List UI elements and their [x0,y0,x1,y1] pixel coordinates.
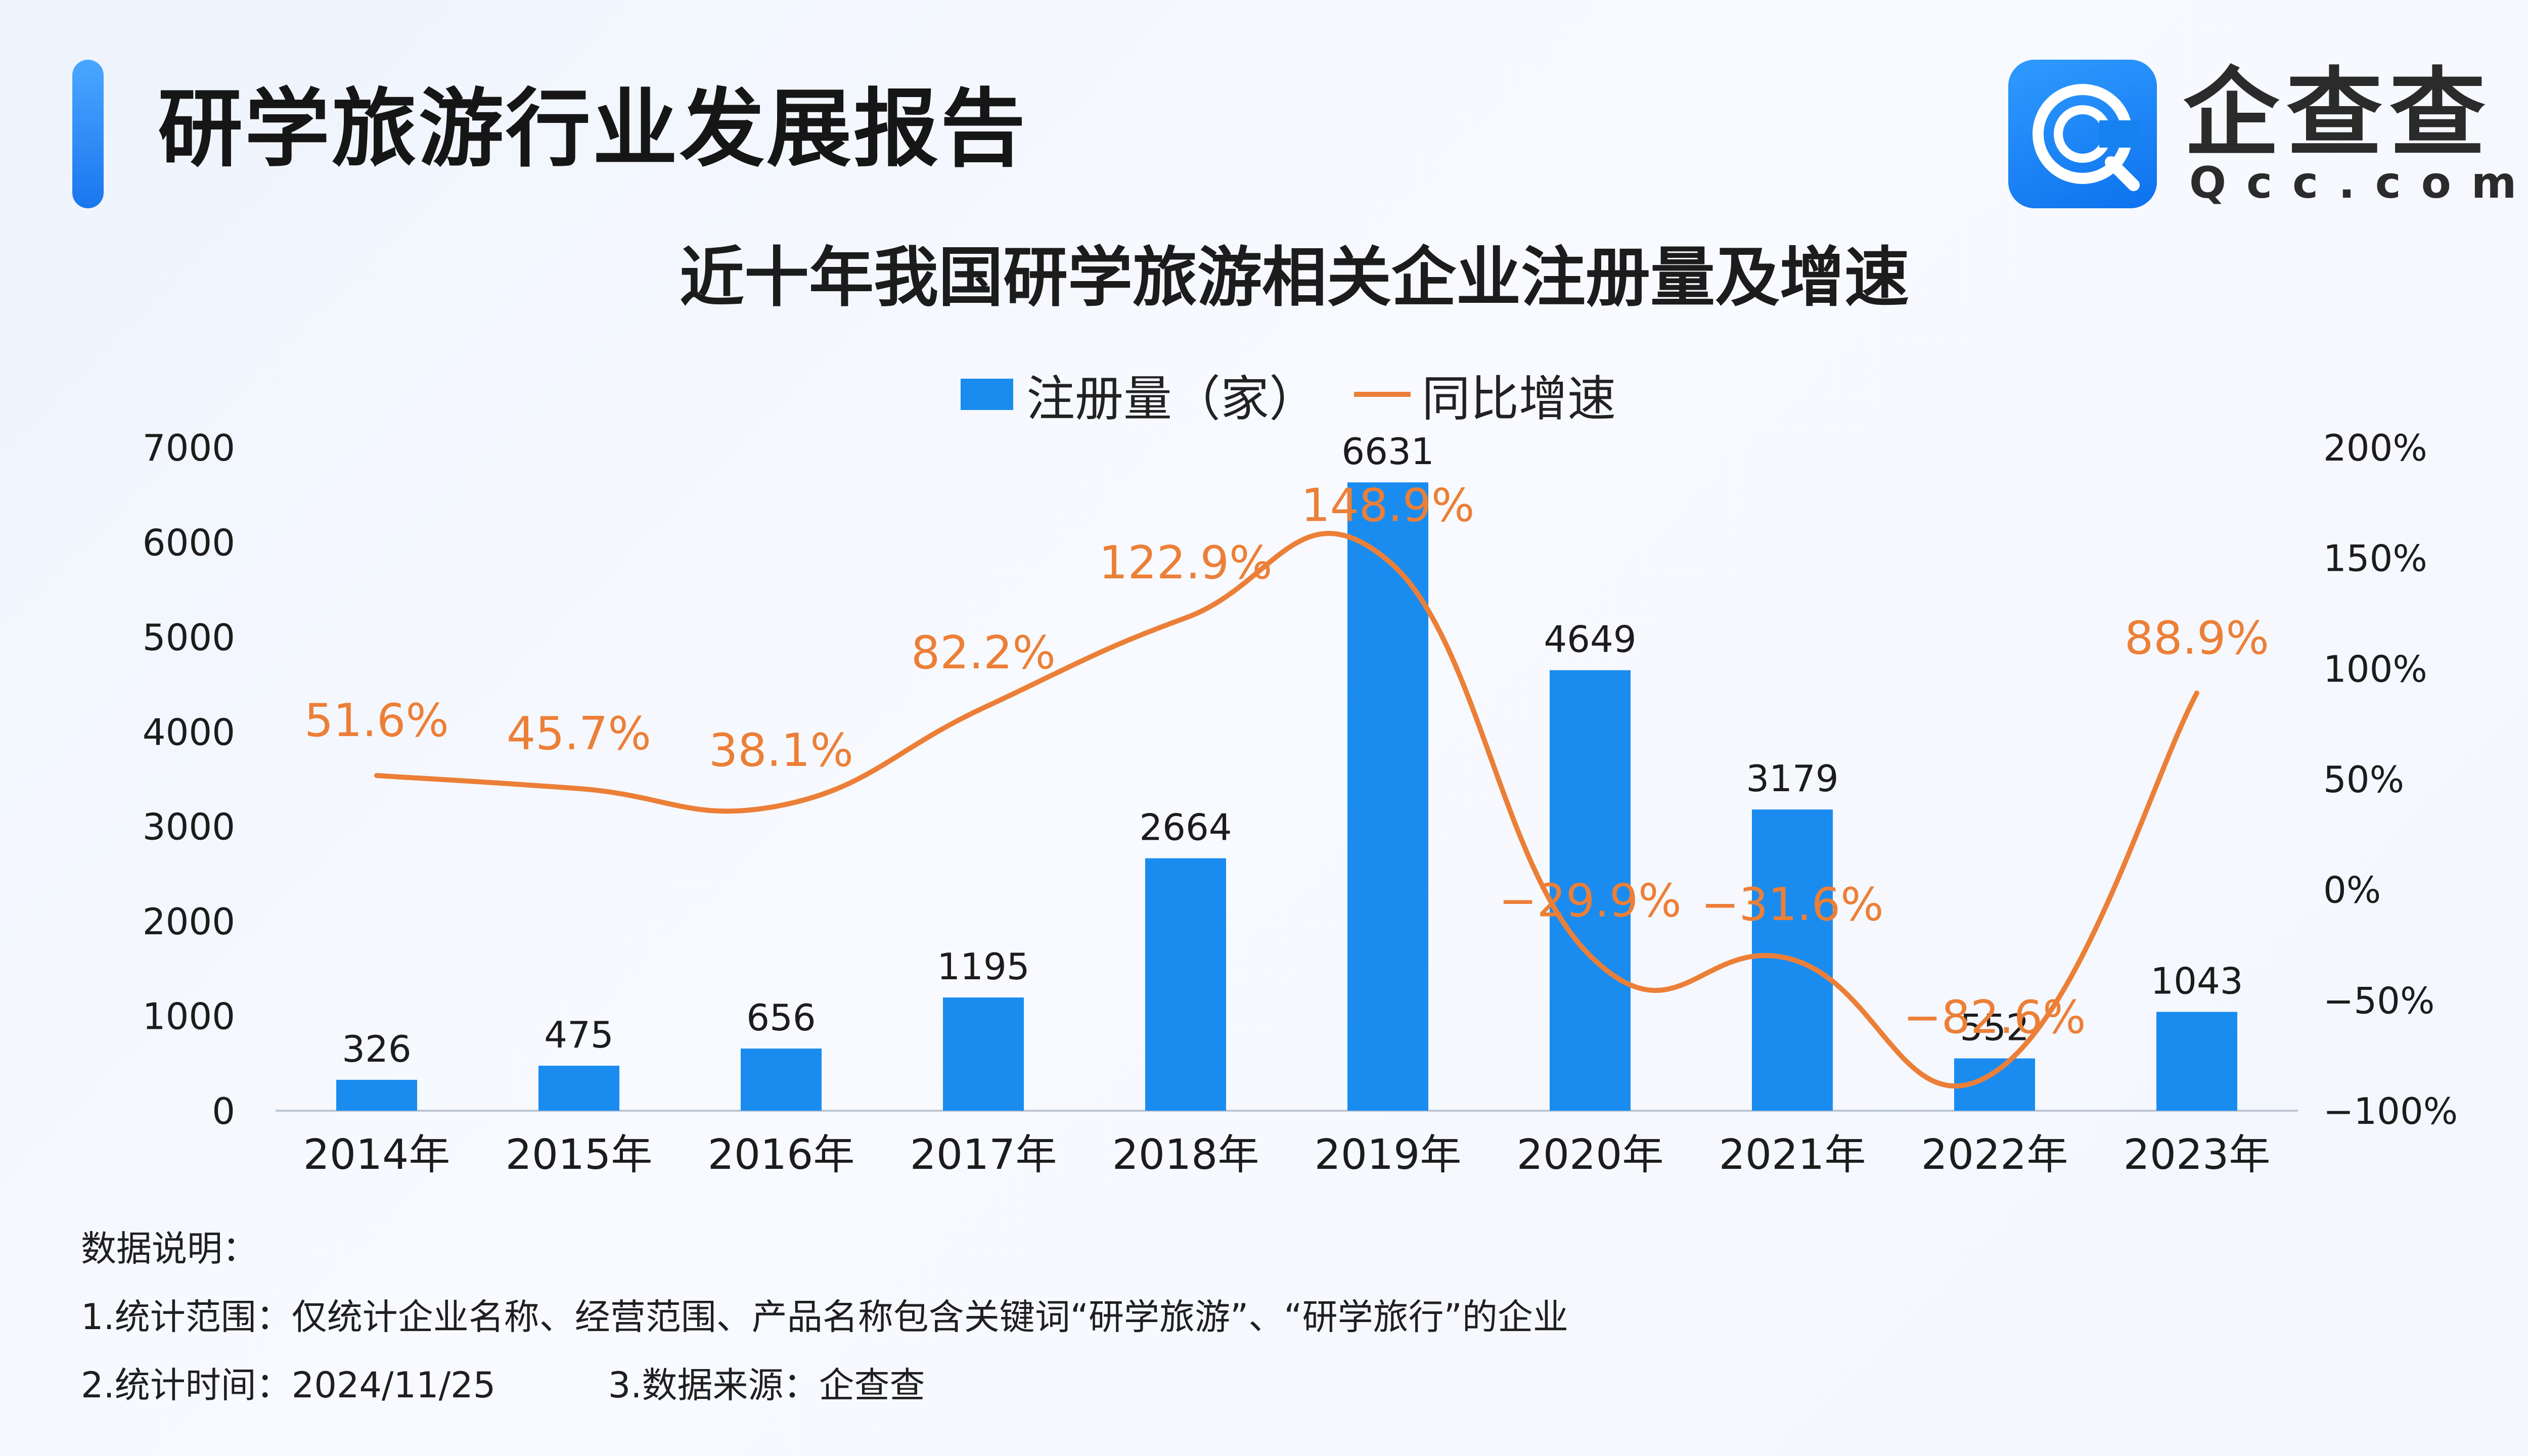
legend-bar-label: 注册量（家） [1026,370,1318,427]
qcc-logo-mark [2033,84,2140,191]
bar [2156,1012,2237,1111]
x-tick-label: 2018年 [1112,1131,1259,1179]
bar-value-label: 6631 [1341,430,1434,473]
bar-value-label: 1195 [937,945,1029,988]
bar [538,1065,619,1111]
y-left-tick-label: 3000 [143,806,235,848]
bar-value-label: 552 [1960,1007,2029,1049]
logo-name-en: Qcc.com [2189,158,2528,208]
notes-time: 2.统计时间：2024/11/25 [81,1364,496,1406]
growth-rate-label: 88.9% [2125,612,2269,665]
y-right-tick-label: 150% [2323,537,2427,580]
legend-line-swatch [1354,392,1411,397]
growth-rate-label: 82.2% [911,626,1056,679]
bar-value-label: 475 [544,1014,613,1056]
bar [741,1049,822,1111]
x-tick-label: 2020年 [1517,1131,1664,1179]
y-left-tick-label: 1000 [143,995,235,1038]
x-tick-label: 2022年 [1921,1131,2068,1179]
bar-value-label: 656 [746,996,816,1039]
y-right-tick-label: −50% [2323,979,2434,1022]
growth-rate-label: 122.9% [1099,536,1272,589]
y-left-tick-label: 2000 [143,900,235,943]
y-right-tick-label: 200% [2323,427,2427,469]
growth-rate-label: 38.1% [709,724,853,777]
report-title: 研学旅游行业发展报告 [158,79,1027,178]
growth-rate-label: 45.7% [507,707,651,760]
legend-bar-swatch [961,379,1013,410]
y-right-tick-label: 0% [2323,869,2381,912]
growth-rate-label: −82.6% [1903,991,2086,1044]
x-tick-label: 2017年 [910,1131,1057,1179]
bar-value-label: 1043 [2150,960,2243,1003]
notes-line-time-source: 2.统计时间：2024/11/25 3.数据来源：企查查 [81,1362,925,1408]
bar-value-label: 4649 [1544,618,1636,661]
y-left-tick-label: 5000 [143,616,235,659]
chart-legend: 注册量（家） 同比增速 [961,361,1616,427]
y-right-tick-label: 50% [2323,758,2404,801]
notes-line-scope: 1.统计范围：仅统计企业名称、经营范围、产品名称包含关键词“研学旅游”、“研学旅… [81,1296,1568,1338]
growth-rate-label: −29.9% [1499,874,1681,927]
y-left-tick-label: 4000 [143,711,235,753]
growth-rate-label: 148.9% [1301,479,1474,532]
growth-rate-label: −31.6% [1701,878,1883,931]
y-left-tick-label: 0 [212,1090,235,1132]
y-left-tick-label: 6000 [143,521,235,564]
notes-heading: 数据说明： [81,1228,258,1269]
bar [336,1079,417,1111]
title-accent-bar [72,60,104,208]
x-tick-label: 2023年 [2124,1131,2271,1179]
y-right-tick-label: −100% [2323,1090,2458,1132]
bar-value-label: 3179 [1746,757,1838,800]
x-tick-label: 2021年 [1719,1131,1866,1179]
x-tick-label: 2014年 [303,1131,450,1179]
x-tick-label: 2015年 [506,1131,653,1179]
qcc-logo-icon [2008,60,2157,208]
notes-source: 3.数据来源：企查查 [608,1364,925,1406]
bar [1145,858,1226,1111]
x-tick-label: 2016年 [708,1131,855,1179]
x-tick-label: 2019年 [1315,1131,1462,1179]
bar-value-label: 326 [342,1028,411,1070]
legend-line-label: 同比增速 [1422,370,1616,427]
y-right-tick-label: 100% [2323,648,2427,690]
bar [1347,482,1428,1111]
chart-title: 近十年我国研学旅游相关企业注册量及增速 [679,240,1909,315]
bar-value-label: 2664 [1139,806,1232,849]
y-left-tick-label: 7000 [143,427,235,469]
growth-rate-line [374,531,2199,1088]
logo-name-cn: 企查查 [2183,58,2493,169]
growth-rate-label: 51.6% [304,694,449,747]
bar [1550,670,1631,1111]
bar [943,997,1024,1111]
